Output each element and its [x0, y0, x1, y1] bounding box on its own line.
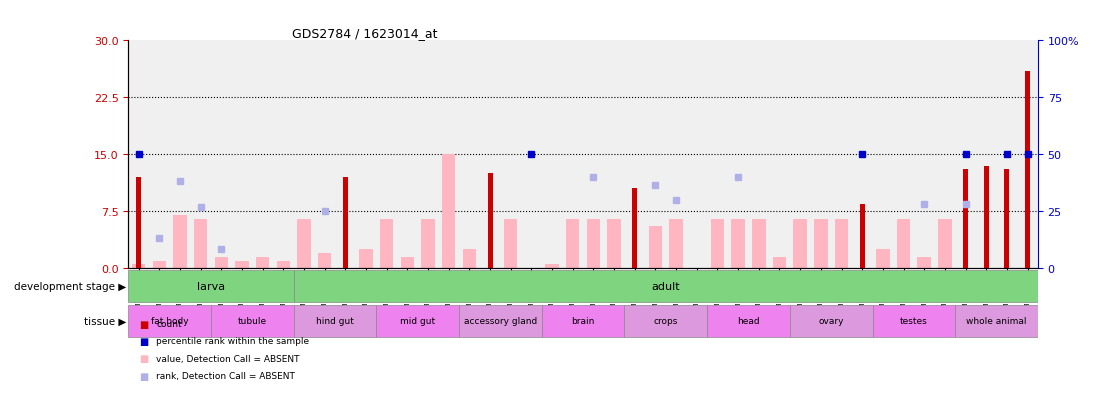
Text: adult: adult: [652, 281, 680, 291]
Bar: [648, 227, 662, 268]
Bar: [711, 219, 724, 268]
Bar: [546, 265, 559, 268]
Bar: [939, 219, 952, 268]
Text: value, Detection Call = ABSENT: value, Detection Call = ABSENT: [156, 354, 300, 363]
Bar: [128, 305, 211, 337]
Text: fat body: fat body: [151, 317, 189, 325]
Bar: [587, 219, 600, 268]
Bar: [625, 305, 708, 337]
Bar: [876, 249, 889, 268]
Bar: [488, 174, 492, 268]
Text: whole animal: whole animal: [966, 317, 1027, 325]
Text: development stage ▶: development stage ▶: [13, 281, 126, 291]
Bar: [708, 305, 790, 337]
Bar: [632, 189, 637, 268]
Bar: [343, 178, 348, 268]
Text: ovary: ovary: [818, 317, 844, 325]
Text: brain: brain: [571, 317, 595, 325]
Bar: [963, 170, 968, 268]
Text: ■: ■: [140, 371, 148, 381]
Bar: [401, 257, 414, 268]
Bar: [917, 257, 931, 268]
Text: rank, Detection Call = ABSENT: rank, Detection Call = ABSENT: [156, 371, 295, 380]
Bar: [541, 305, 625, 337]
Text: ■: ■: [140, 354, 148, 363]
Bar: [173, 216, 186, 268]
Text: head: head: [738, 317, 760, 325]
Bar: [859, 204, 865, 268]
Bar: [983, 166, 989, 268]
Text: mid gut: mid gut: [401, 317, 435, 325]
Bar: [814, 219, 828, 268]
Bar: [381, 219, 394, 268]
Bar: [128, 270, 294, 302]
Bar: [504, 219, 518, 268]
Bar: [235, 261, 249, 268]
Text: crops: crops: [654, 317, 679, 325]
Bar: [442, 155, 455, 268]
Bar: [670, 219, 683, 268]
Text: tubule: tubule: [238, 317, 267, 325]
Bar: [835, 219, 848, 268]
Bar: [214, 257, 228, 268]
Bar: [297, 219, 310, 268]
Bar: [132, 265, 145, 268]
Bar: [459, 305, 541, 337]
Text: percentile rank within the sample: percentile rank within the sample: [156, 337, 309, 346]
Bar: [731, 219, 744, 268]
Bar: [211, 305, 294, 337]
Text: hind gut: hind gut: [316, 317, 354, 325]
Bar: [955, 305, 1038, 337]
Bar: [566, 219, 579, 268]
Bar: [897, 219, 911, 268]
Bar: [153, 261, 166, 268]
Bar: [318, 253, 331, 268]
Text: ■: ■: [140, 319, 148, 329]
Bar: [873, 305, 955, 337]
Bar: [752, 219, 766, 268]
Text: larva: larva: [196, 281, 225, 291]
Text: accessory gland: accessory gland: [464, 317, 537, 325]
Text: tissue ▶: tissue ▶: [84, 316, 126, 326]
Bar: [607, 219, 620, 268]
Bar: [793, 219, 807, 268]
Bar: [1004, 170, 1010, 268]
Bar: [256, 257, 269, 268]
Bar: [422, 219, 435, 268]
Bar: [277, 261, 290, 268]
Text: GDS2784 / 1623014_at: GDS2784 / 1623014_at: [292, 27, 437, 40]
Bar: [790, 305, 873, 337]
Bar: [772, 257, 786, 268]
Text: testes: testes: [899, 317, 927, 325]
Bar: [1024, 71, 1030, 268]
Bar: [294, 270, 1038, 302]
Bar: [194, 219, 208, 268]
Bar: [463, 249, 477, 268]
Bar: [294, 305, 376, 337]
Bar: [359, 249, 373, 268]
Bar: [136, 178, 142, 268]
Text: ■: ■: [140, 336, 148, 346]
Text: count: count: [156, 319, 182, 328]
Bar: [376, 305, 459, 337]
